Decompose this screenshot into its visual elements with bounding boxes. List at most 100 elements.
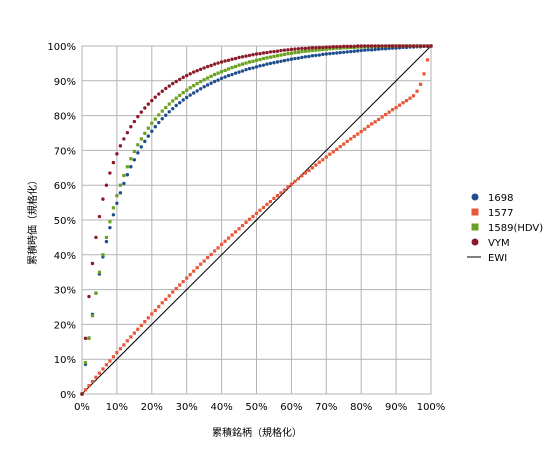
data-point-1589-hdv [279,53,283,57]
data-point-1698 [258,64,262,68]
data-point-1589-hdv [136,143,140,147]
legend-swatch [471,223,479,231]
legend-swatch [471,208,479,216]
y-tick-label: 100% [47,42,76,53]
data-point-vym [289,47,294,52]
data-point-1589-hdv [153,117,157,121]
data-point-1577 [171,290,175,294]
data-point-1698 [240,69,245,73]
data-point-vym [328,45,332,49]
x-tick-label: 40% [210,402,232,413]
data-point-1698 [195,89,199,93]
data-point-1589-hdv [226,67,231,71]
data-point-vym [87,294,91,299]
data-point-vym [125,130,130,135]
data-point-1577 [188,273,192,277]
data-point-1577 [129,335,133,339]
data-point-vym [331,44,335,49]
data-point-vym [415,44,419,48]
data-point-vym [195,69,199,73]
data-point-1577 [261,205,266,210]
series-layer [80,44,433,396]
legend-item-1589-hdv: 1589(HDV) [471,223,543,234]
data-point-1589-hdv [310,48,314,53]
data-point-1577 [408,96,412,100]
data-point-1698 [244,67,248,72]
data-point-1589-hdv [213,72,217,77]
x-tick-label: 70% [315,402,337,413]
data-point-vym [188,72,192,76]
data-point-1589-hdv [268,55,273,59]
data-point-1589-hdv [251,59,255,63]
data-point-1698 [171,106,175,111]
data-point-vym [286,48,290,52]
data-point-1577 [342,142,346,146]
data-point-1698 [293,56,297,61]
x-tick-label: 30% [176,402,198,413]
data-point-1698 [376,47,381,51]
data-point-1589-hdv [275,54,280,58]
data-point-vym [342,44,346,49]
data-point-vym [240,55,245,59]
data-point-vym [132,119,137,124]
x-tick-label: 80% [350,402,372,413]
data-point-1577 [328,152,332,156]
data-point-1589-hdv [185,88,189,92]
data-point-vym [429,44,433,48]
data-point-vym [226,58,231,62]
data-point-1698 [321,52,325,57]
legend-label: 1589(HDV) [488,223,543,234]
data-point-1698 [349,49,353,54]
data-point-1577 [254,211,259,215]
data-point-vym [362,44,367,48]
data-point-1589-hdv [160,109,164,113]
data-point-vym [171,81,175,86]
series-vym [80,44,433,396]
data-point-1698 [324,52,328,56]
data-point-1589-hdv [331,46,335,51]
data-point-1698 [205,83,210,87]
data-point-1698 [335,51,339,55]
data-point-1577 [380,115,384,119]
data-point-1698 [356,49,360,53]
y-tick-label: 80% [54,112,76,123]
data-point-vym [139,110,144,114]
data-point-1577 [143,320,147,324]
data-point-vym [160,89,164,93]
data-point-vym [212,62,217,66]
data-point-1577 [272,196,276,201]
x-tick-label: 90% [385,402,407,413]
data-point-vym [94,235,98,240]
data-point-vym [397,44,402,48]
data-point-1589-hdv [244,61,248,65]
data-point-vym [300,46,304,51]
legend: 1698 1577 1589(HDV) VYM EWI [467,193,543,264]
data-point-1698 [185,95,189,100]
data-point-1698 [178,101,182,105]
data-point-1698 [275,60,280,64]
data-point-1577 [125,339,129,343]
data-point-1698 [359,48,363,53]
data-point-1698 [265,62,269,66]
data-point-vym [383,44,388,48]
data-point-vym [111,160,116,165]
y-tick-labels: 0% 10% 20% 30% 40% 50% 60% 70% 80% 90% 100% [47,42,76,401]
data-point-1589-hdv [139,137,143,141]
data-point-1589-hdv [118,183,122,187]
data-point-1577 [286,185,290,189]
data-point-1577 [192,269,196,273]
data-point-1589-hdv [195,81,199,86]
data-point-1698 [369,48,374,52]
data-point-1577 [202,259,206,263]
data-point-1577 [230,233,234,237]
data-point-1577 [150,312,154,316]
data-point-1589-hdv [90,314,95,318]
data-point-1589-hdv [300,49,304,54]
data-point-1589-hdv [223,68,227,72]
data-point-1577 [384,112,388,117]
data-point-vym [153,95,157,99]
data-point-1577 [356,132,360,136]
data-point-1698 [272,61,276,65]
data-point-vym [359,44,363,48]
